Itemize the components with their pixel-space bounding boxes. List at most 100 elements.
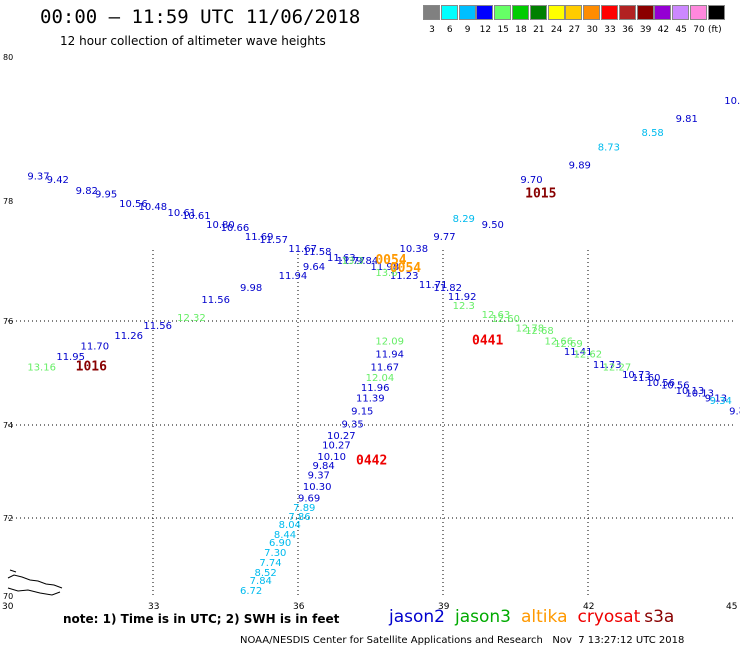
wave-height-value: 10.66 (221, 223, 250, 234)
wave-height-value: 11.67 (371, 362, 400, 373)
wave-height-value: 7.30 (264, 548, 286, 559)
wave-height-value: 9.13 (705, 394, 727, 405)
wave-height-value: 12.62 (574, 349, 603, 360)
wave-height-value: 10.13 (685, 388, 714, 399)
longitude-label: 30 (2, 602, 14, 612)
wave-height-value: 10.30 (303, 482, 332, 493)
pass-time-label: 0442 (356, 454, 387, 469)
wave-height-value: 11.63 (327, 253, 356, 264)
footnote: note: 1) Time is in UTC; 2) SWH is in fe… (63, 612, 340, 626)
wave-height-value: 10.13 (676, 386, 705, 397)
pass-time-label: 0441 (472, 333, 503, 348)
longitude-label: 42 (583, 602, 594, 612)
wave-height-value: 9.82 (76, 186, 98, 197)
wave-height-value: 11.60 (632, 373, 661, 384)
legend-label: 18 (515, 25, 527, 35)
legend-swatch (654, 5, 672, 20)
legend-swatch (494, 5, 512, 20)
latitude-label: 74 (3, 421, 13, 430)
legend-swatch (458, 5, 476, 20)
wave-height-value: 12.3 (453, 301, 475, 312)
wave-height-value: 11.26 (114, 331, 143, 342)
wave-height-value: 7.89 (293, 503, 315, 514)
wave-height-value: 8.52 (255, 568, 277, 579)
legend-swatch (690, 5, 707, 20)
wave-height-value: 11.71 (419, 280, 448, 291)
wave-height-value: 8.04 (279, 520, 301, 531)
wave-height-value: 11.56 (201, 295, 230, 306)
map-subtitle: 12 hour collection of altimeter wave hei… (60, 34, 326, 48)
satellite-name: altika (521, 607, 568, 627)
legend-swatch (565, 5, 583, 20)
wave-height-value: 11.58 (303, 247, 332, 258)
credit-line: NOAA/NESDIS Center for Satellite Applica… (240, 635, 685, 646)
wave-height-value: 11.41 (564, 347, 593, 358)
wave-height-value: 12.69 (554, 339, 583, 350)
wave-height-value: 9.34 (710, 396, 732, 407)
wave-height-value: 9.89 (569, 161, 591, 172)
wave-height-value: 10.56 (119, 199, 148, 210)
longitude-label: 39 (438, 602, 450, 612)
pass-time-label: 0054 (375, 253, 406, 268)
wave-height-value: 11.67 (288, 244, 317, 255)
wave-height-value: 12.27 (603, 362, 632, 373)
coastline-segment (9, 569, 17, 573)
wave-height-value: 12.63 (482, 310, 511, 321)
legend-label: 39 (639, 25, 652, 35)
legend-label: 27 (568, 25, 581, 35)
wave-height-value: 11.56 (143, 321, 172, 332)
wave-height-value: 12.09 (375, 336, 404, 347)
legend-label: 21 (533, 25, 545, 35)
wave-height-value: 12.66 (545, 336, 574, 347)
wave-height-value: 9.78 (729, 407, 740, 418)
wave-height-value: 11.98 (371, 262, 400, 273)
legend-swatch (707, 5, 725, 20)
longitude-label: 45 (726, 602, 737, 612)
wave-height-value: 10.61 (182, 211, 211, 222)
wave-height-value: 11.69 (245, 232, 274, 243)
longitude-label: 36 (293, 602, 305, 612)
wave-height-value: 11.96 (361, 383, 390, 394)
legend-label: 3 (429, 25, 435, 35)
wave-height-value: 10.61 (168, 208, 197, 219)
latitude-label: 70 (3, 592, 13, 601)
wave-height-value: 9.95 (95, 189, 117, 200)
legend-label: 24 (550, 25, 563, 35)
wave-height-value: 10.10 (317, 452, 346, 463)
wave-height-value: 9.84 (313, 461, 335, 472)
wave-height-value: 9.64 (303, 262, 325, 273)
legend-swatch (440, 5, 458, 20)
wave-height-value: 9.42 (47, 175, 69, 186)
wave-height-value: 8.73 (598, 143, 620, 154)
wave-height-value: 6.72 (240, 586, 262, 597)
legend-label: 70 (693, 25, 705, 35)
legend-swatch (672, 5, 690, 20)
wave-height-value: 9.81 (676, 114, 698, 125)
wave-height-value: 7.86 (288, 512, 310, 523)
wave-height-value: 13.16 (27, 362, 56, 373)
axis-labels: 30 33 36 39 42 45 70 72 74 76 78 80 (2, 53, 737, 612)
wave-height-value: 11.39 (356, 394, 385, 405)
legend-swatch (476, 5, 494, 20)
legend-label: 15 (497, 25, 509, 35)
coastline-segment (7, 587, 61, 596)
legend-swatch (423, 5, 440, 20)
pass-time-label: 1016 (76, 359, 107, 374)
legend-label: 36 (622, 25, 634, 35)
wave-height-value: 9.98 (240, 283, 262, 294)
latitude-label: 76 (3, 317, 13, 326)
wave-height-value: 10.38 (400, 244, 429, 255)
wave-height-value: 10.56 (661, 381, 690, 392)
longitude-label: 33 (148, 602, 159, 612)
wave-height-value: 12.60 (491, 314, 520, 325)
legend-label: 33 (604, 25, 616, 35)
coastline-segment (7, 574, 63, 589)
wave-height-value: 9.37 (308, 470, 330, 481)
wave-height-value: 11.57 (259, 235, 288, 246)
wave-height-value: 10.27 (327, 431, 356, 442)
wave-height-value: 12.78 (516, 323, 545, 334)
wave-height-value: 9.15 (351, 407, 373, 418)
lat-lon-grid (8, 250, 734, 598)
wave-height-points: 9.379.429.829.9510.5610.4810.6110.6110.8… (27, 96, 740, 597)
